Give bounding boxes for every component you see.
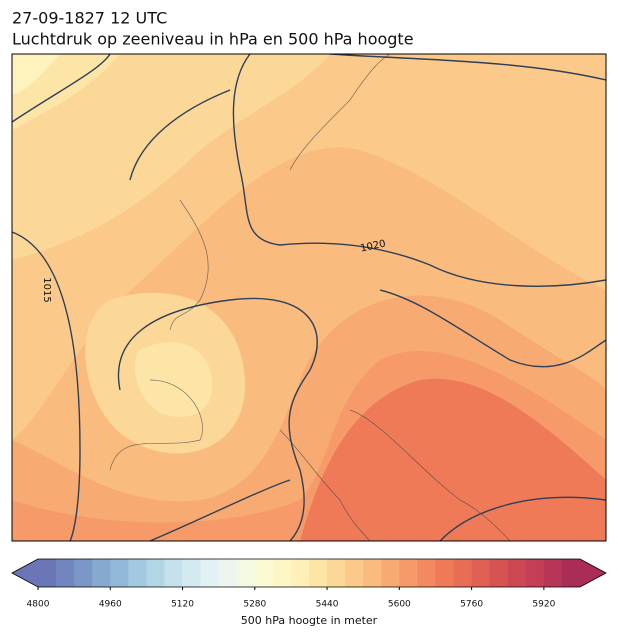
colorbar-swatch xyxy=(345,559,364,587)
colorbar-tick-label: 5920 xyxy=(532,600,555,610)
colorbar-swatch xyxy=(453,559,473,587)
colorbar-swatch xyxy=(236,559,256,587)
colorbar-swatch xyxy=(56,559,75,587)
title: Luchtdruk op zeeniveau in hPa en 500 hPa… xyxy=(12,30,414,49)
colorbar-tick-label: 5760 xyxy=(460,600,483,610)
colorbar-swatch xyxy=(272,559,292,587)
colorbar-swatch xyxy=(110,559,129,587)
map xyxy=(12,54,606,541)
colorbar-swatch xyxy=(471,559,491,587)
colorbar-swatch xyxy=(525,559,545,587)
colorbar-swatch xyxy=(218,559,238,587)
colorbar: 4800 4960 5120 5280 5440 5600 5760 5920 xyxy=(11,558,607,610)
colorbar-extend-low xyxy=(12,559,38,587)
colorbar-swatch xyxy=(38,559,57,587)
colorbar-swatch xyxy=(74,559,93,587)
colorbar-swatch xyxy=(92,559,111,587)
colorbar-tick-label: 5280 xyxy=(243,600,266,610)
colorbar-tick-label: 5120 xyxy=(171,600,194,610)
colorbar-swatch xyxy=(381,559,400,587)
colorbar-label: 500 hPa hoogte in meter xyxy=(241,614,378,627)
colorbar-swatch xyxy=(543,559,563,587)
colorbar-swatch xyxy=(309,559,328,587)
colorbar-swatch xyxy=(507,559,527,587)
colorbar-swatch xyxy=(435,559,455,587)
colorbar-outline xyxy=(11,558,607,588)
map-frame xyxy=(11,53,607,542)
contour-label: 1020 xyxy=(360,238,387,254)
colorbar-tick-label: 5440 xyxy=(316,600,339,610)
colorbar-swatch xyxy=(489,559,509,587)
colorbar-swatch xyxy=(128,559,147,587)
colorbar-swatch xyxy=(164,559,184,587)
colorbar-tick-label: 5600 xyxy=(388,600,411,610)
colorbar-swatch xyxy=(399,559,418,587)
colorbar-swatch xyxy=(254,559,274,587)
colorbar-swatch xyxy=(327,559,346,587)
date: 27-09-1827 12 UTC xyxy=(12,9,167,28)
colorbar-swatch xyxy=(200,559,220,587)
colorbar-swatch xyxy=(417,559,436,587)
colorbar-swatch xyxy=(146,559,165,587)
colorbar-swatch xyxy=(182,559,202,587)
colorbar-swatch xyxy=(290,559,310,587)
colorbar-swatch xyxy=(561,559,581,587)
colorbar-tick-label: 4960 xyxy=(99,600,122,610)
colorbar-tick-label: 4800 xyxy=(27,600,50,610)
contour-label: 1015 xyxy=(41,277,52,302)
colorbar-swatch xyxy=(363,559,382,587)
colorbar-extend-high xyxy=(580,559,606,587)
